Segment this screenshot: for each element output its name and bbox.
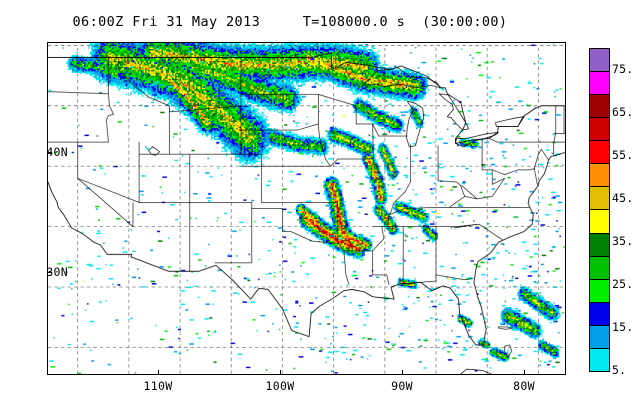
colorbar-label-45: 45. xyxy=(612,191,634,206)
colorbar-labels: 5. 15. 25. 35. 45. 55. 65. 75. xyxy=(612,48,640,377)
y-axis-label-40N: 40N xyxy=(46,145,68,159)
x-axis-tick-110W xyxy=(158,370,160,375)
colorbar-label-35: 35. xyxy=(612,234,634,249)
colorbar-label-5: 5. xyxy=(612,363,627,377)
colorbar-label-55: 55. xyxy=(612,148,634,163)
x-axis-tick-100W xyxy=(280,370,282,375)
x-axis-label-110W: 110W xyxy=(143,379,173,393)
colorbar-segment-35-40 xyxy=(590,210,609,234)
colorbar-segment-10-15 xyxy=(590,325,609,349)
colorbar-segment-15-20 xyxy=(590,302,609,326)
y-axis-tick-30N xyxy=(47,272,52,274)
colorbar-segment-5-10 xyxy=(590,348,609,371)
colorbar-segment-25-30 xyxy=(590,256,609,280)
x-axis-label-90W: 90W xyxy=(391,379,413,393)
colorbar-label-25: 25. xyxy=(612,277,634,292)
reflectivity-colorbar xyxy=(589,48,610,372)
colorbar-segment-45-50 xyxy=(590,164,609,188)
map-plot-area[interactable] xyxy=(47,42,566,375)
reflectivity-map-canvas xyxy=(48,43,565,374)
x-axis-tick-90W xyxy=(402,370,404,375)
x-axis-label-100W: 100W xyxy=(265,379,295,393)
colorbar-segment-60-65 xyxy=(590,95,609,119)
y-axis-tick-40N xyxy=(47,152,52,154)
colorbar-segment-55-60 xyxy=(590,118,609,142)
y-axis-label-30N: 30N xyxy=(46,265,68,279)
colorbar-label-15: 15. xyxy=(612,320,634,335)
colorbar-label-75: 75. xyxy=(612,62,634,77)
x-axis-tick-80W xyxy=(524,370,526,375)
colorbar-segment-20-25 xyxy=(590,279,609,303)
colorbar-segment-50-55 xyxy=(590,141,609,165)
plot-title: 06:00Z Fri 31 May 2013 T=108000.0 s (30:… xyxy=(72,14,508,30)
colorbar-segment-40-45 xyxy=(590,187,609,211)
colorbar-segment-30-35 xyxy=(590,233,609,257)
x-axis-label-80W: 80W xyxy=(513,379,535,393)
colorbar-segment-70-80 xyxy=(590,48,609,72)
colorbar-label-65: 65. xyxy=(612,105,634,120)
colorbar-segment-65-70 xyxy=(590,71,609,96)
